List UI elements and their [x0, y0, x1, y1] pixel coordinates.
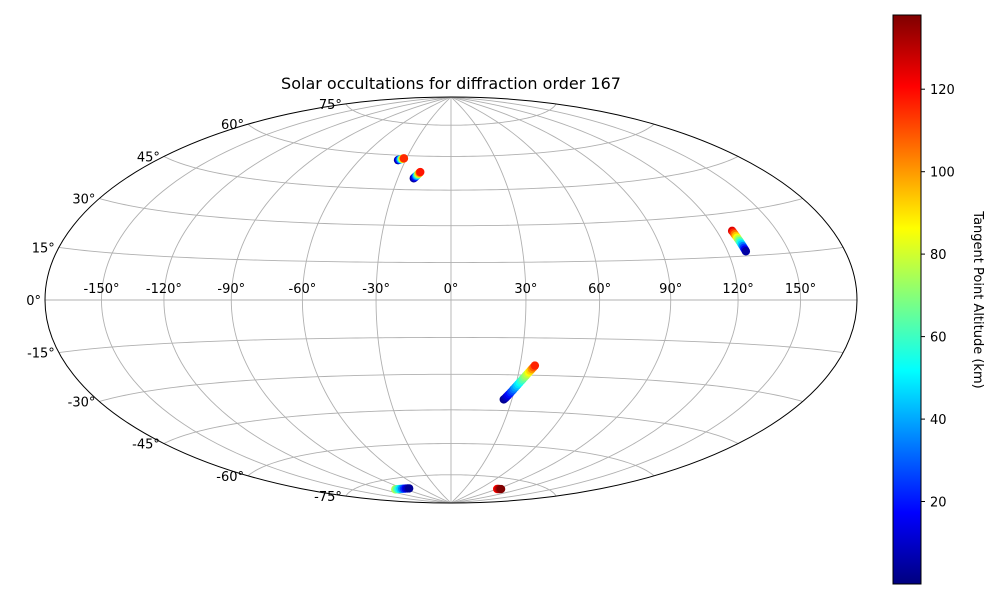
longitude-tick-label: 90° — [659, 282, 682, 297]
latitude-tick-label: -60° — [216, 470, 244, 485]
longitude-tick-label: -150° — [83, 282, 119, 297]
longitude-tick-label: 0° — [444, 282, 459, 297]
colorbar — [892, 14, 922, 585]
longitude-tick-label: 60° — [588, 282, 611, 297]
longitude-tick-label: 150° — [785, 282, 816, 297]
meridian-line — [101, 97, 452, 503]
latitude-tick-label: 45° — [137, 151, 160, 166]
colorbar-ticks: 20 40 60 80 100 120 — [921, 83, 955, 511]
latitude-tick-label: -30° — [68, 396, 96, 411]
meridian-line — [301, 97, 452, 503]
colorbar-tick-label: 100 — [930, 166, 955, 181]
colorbar-label: Tangent Point Altitude (km) — [970, 210, 985, 388]
occultation-point — [741, 247, 751, 256]
longitude-tick-label: 30° — [514, 282, 537, 297]
latitude-tick-label: -75° — [314, 490, 342, 505]
meridian-line — [450, 97, 739, 503]
colorbar-tick-label: 20 — [930, 496, 947, 511]
meridian-line — [450, 97, 601, 503]
chart-title: Solar occultations for diffraction order… — [281, 74, 621, 93]
meridian-line — [375, 97, 452, 503]
longitude-tick-label: -90° — [217, 282, 245, 297]
meridian-line — [450, 97, 801, 503]
colorbar-tick-label: 40 — [930, 413, 947, 428]
graticule — [45, 97, 857, 503]
colorbar-tick-label: 120 — [930, 83, 955, 98]
meridian-line — [450, 97, 672, 503]
colorbar-tick-label: 60 — [930, 331, 947, 346]
longitude-tick-label: 120° — [722, 282, 753, 297]
longitude-tick-label: -60° — [289, 282, 317, 297]
map-boundary — [44, 96, 858, 504]
longitude-tick-label: -30° — [362, 282, 390, 297]
data-points — [391, 154, 751, 494]
latitude-tick-label: 60° — [221, 118, 244, 133]
latitude-tick-label: 30° — [72, 193, 95, 208]
latitude-tick-labels: 75° 60° 45° 30° 15° 0° -15° -30° -45° -60° -75° — [26, 98, 342, 505]
meridian-line — [450, 97, 527, 503]
occultation-point — [416, 167, 425, 177]
occultation-point — [496, 484, 506, 494]
longitude-tick-labels: -150° -120° -90° -60° -30° 0° 30° 60° 90° 120° 150… — [83, 282, 816, 297]
latitude-tick-label: 0° — [26, 294, 41, 309]
occultation-point — [399, 154, 409, 163]
latitude-tick-label: -45° — [132, 438, 160, 453]
latitude-tick-label: 15° — [32, 242, 55, 257]
latitude-tick-label: 75° — [319, 98, 342, 113]
meridian-line — [163, 97, 452, 503]
latitude-tick-label: -15° — [27, 347, 55, 362]
occultation-point — [530, 361, 540, 370]
colorbar-tick-label: 80 — [930, 248, 947, 263]
occultation-point — [404, 484, 414, 493]
meridian-line — [230, 97, 452, 503]
longitude-tick-label: -120° — [146, 282, 182, 297]
